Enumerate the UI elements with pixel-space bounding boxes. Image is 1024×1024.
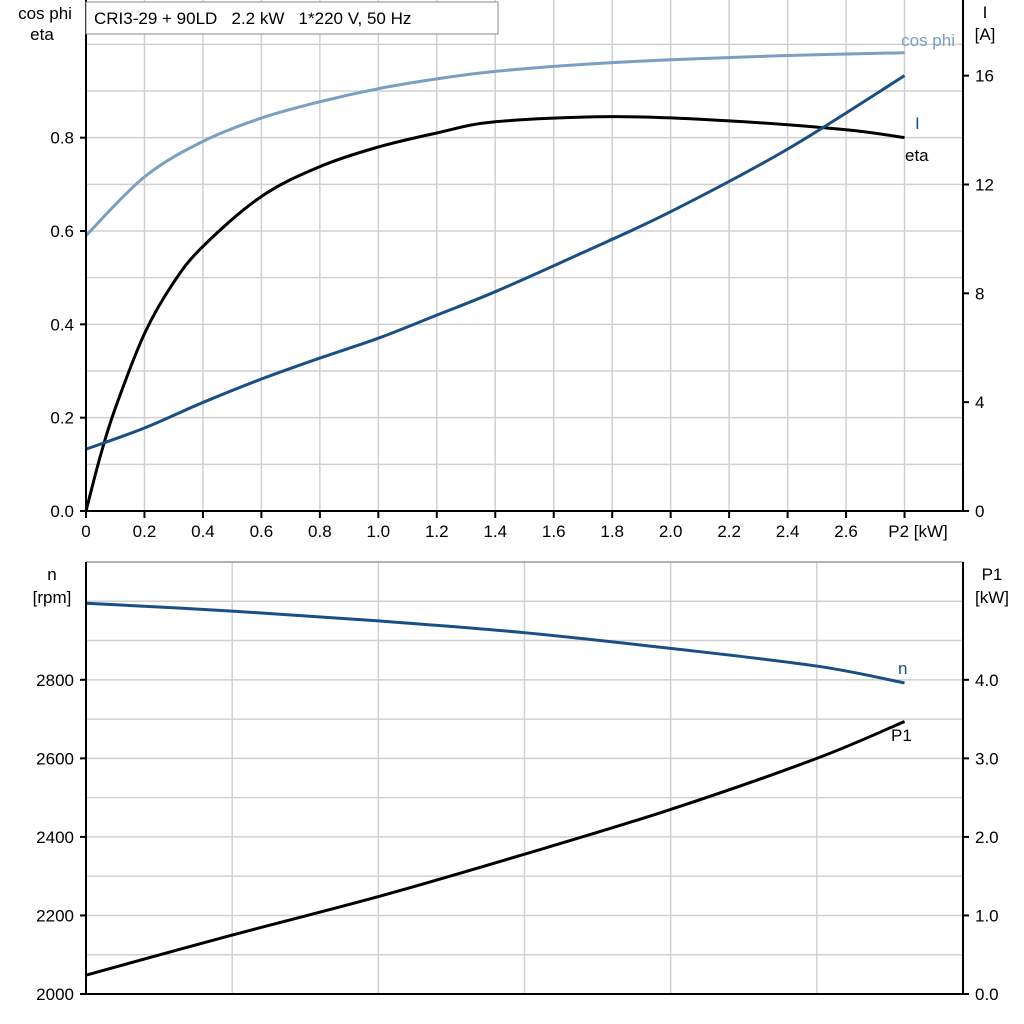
series-label-eta: eta: [905, 146, 929, 165]
curves: [84, 51, 906, 977]
tick-labels: 0 0.2 0.4 0.6 0.8 1.0 1.2 1.4 1.6 1.8 2.0 2.2 2.4 2.6…: [36, 67, 998, 1004]
x-tick-label: 1.8: [600, 522, 624, 541]
right-axis-label-i: I: [983, 3, 988, 22]
series-line-n: [85, 601, 905, 685]
x-tick-label: 0.6: [250, 522, 274, 541]
top-grid: [86, 0, 963, 511]
left-axis-label-cosphi: cos phi: [18, 4, 72, 23]
x-tick-label: 2.0: [659, 522, 683, 541]
x-tick-label: 0.8: [308, 522, 332, 541]
y-tick-label-left: 0.4: [50, 315, 74, 334]
series-line-P1: [85, 720, 906, 977]
series-line-eta: [84, 115, 905, 512]
y-tick-label-left: 0.8: [50, 129, 74, 148]
y-tick-label-left: 2000: [36, 985, 74, 1004]
y-tick-label-right: 8: [975, 284, 984, 303]
y-tick-label-left: 2600: [36, 749, 74, 768]
x-tick-label: 0.4: [191, 522, 215, 541]
x-tick-label: 2.2: [717, 522, 741, 541]
x-tick-label: 1.2: [425, 522, 449, 541]
left-axis-label-n: n: [47, 565, 56, 584]
x-tick-label: 2.6: [834, 522, 858, 541]
y-tick-label-left: 0.2: [50, 409, 74, 428]
right-axis-label-p1: P1: [982, 565, 1003, 584]
left-axis-label-eta: eta: [30, 25, 54, 44]
series-label-i: I: [915, 114, 920, 133]
x-tick-label: 1.6: [542, 522, 566, 541]
y-tick-label-right: 2.0: [975, 828, 999, 847]
right-axis-unit-a: [A]: [975, 25, 996, 44]
axes: [80, 0, 969, 995]
right-axis-unit-kw: [kW]: [975, 588, 1009, 607]
y-tick-label-left: 0.0: [50, 502, 74, 521]
chart-title: CRI3-29 + 90LD 2.2 kW 1*220 V, 50 Hz: [94, 9, 411, 28]
y-tick-label-right: 3.0: [975, 749, 999, 768]
series-label-cosphi: cos phi: [901, 31, 955, 50]
y-tick-label-right: 4: [975, 393, 984, 412]
series-label-p1: P1: [891, 726, 912, 745]
title-box: [85, 1, 499, 35]
y-tick-label-right: 16: [975, 67, 994, 86]
y-tick-label-right: 0: [975, 502, 984, 521]
bottom-grid: [86, 561, 963, 994]
y-tick-label-left: 2800: [36, 671, 74, 690]
x-tick-label: 2.4: [776, 522, 800, 541]
y-tick-label-right: 12: [975, 175, 994, 194]
series-line-cos-phi: [84, 51, 905, 237]
left-axis-unit-rpm: [rpm]: [33, 588, 72, 607]
x-tick-label: 0: [81, 522, 90, 541]
y-tick-label-left: 2200: [36, 906, 74, 925]
series-line-I: [85, 74, 906, 451]
y-tick-label-left: 2400: [36, 828, 74, 847]
x-tick-label: 0.2: [133, 522, 157, 541]
y-tick-label-left: 0.6: [50, 222, 74, 241]
y-tick-label-right: 1.0: [975, 906, 999, 925]
y-tick-label-right: 0.0: [975, 985, 999, 1004]
x-tick-label: 1.0: [367, 522, 391, 541]
x-axis-label: P2 [kW]: [888, 522, 948, 541]
y-tick-label-right: 4.0: [975, 671, 999, 690]
x-tick-label: 1.4: [483, 522, 507, 541]
series-label-n: n: [898, 659, 907, 678]
